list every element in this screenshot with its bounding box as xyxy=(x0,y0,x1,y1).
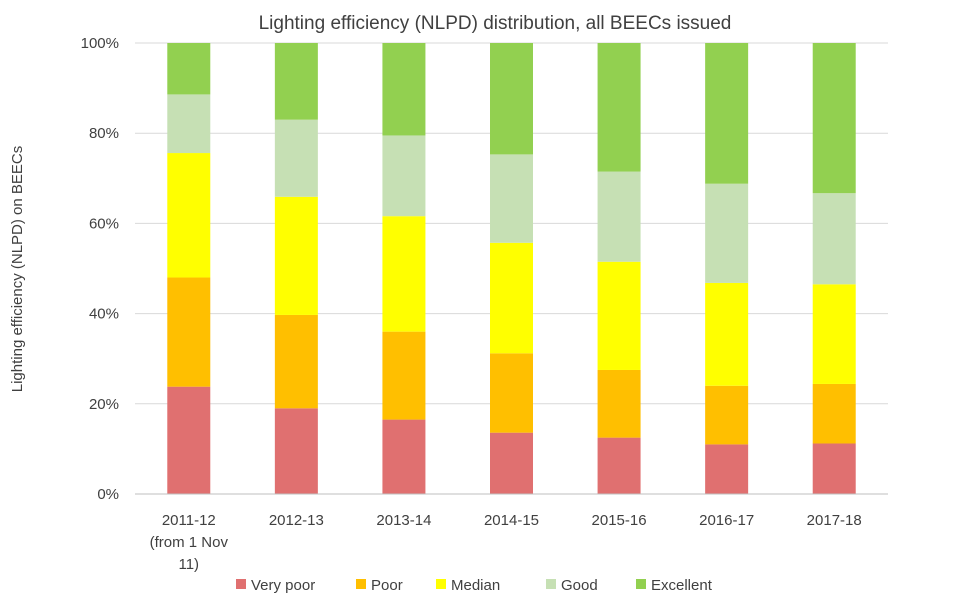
bar-segment-good xyxy=(705,183,749,283)
bar-segment-excellent xyxy=(274,43,318,120)
bar-segment-poor xyxy=(382,331,426,420)
bar-segment-median xyxy=(490,242,533,354)
bar-segment-excellent xyxy=(812,43,856,194)
bar-segment-poor xyxy=(597,369,641,438)
legend-item: Very poor xyxy=(236,577,315,594)
x-tick-label: 2011-12 xyxy=(162,512,216,529)
legend-label: Good xyxy=(561,577,598,594)
bar-segment-median xyxy=(167,153,211,278)
legend-item: Median xyxy=(436,577,500,594)
bar-segment-median xyxy=(382,216,426,332)
bar-segment-poor xyxy=(274,314,318,409)
legend-swatch xyxy=(356,579,366,589)
x-tick-label: 2017-18 xyxy=(807,512,862,529)
bar-segment-poor xyxy=(812,383,856,444)
bar-segment-good xyxy=(597,171,641,262)
legend-swatch xyxy=(436,579,446,589)
axes: 0% 20% 40% 60% 80% 100% 2011-12 (from 1 Nov 11) 2… xyxy=(81,35,888,573)
bar-segment-median xyxy=(812,284,856,384)
bar-segment-excellent xyxy=(705,43,749,184)
bar-segment-very-poor xyxy=(705,444,749,494)
legend-label: Excellent xyxy=(651,577,713,594)
bar-segment-good xyxy=(274,119,318,197)
bar-segment-excellent xyxy=(167,43,211,95)
x-tick-label: 2014-15 xyxy=(484,512,539,529)
y-tick-label: 0% xyxy=(97,486,119,503)
bar-segment-very-poor xyxy=(167,386,211,494)
legend-swatch xyxy=(636,579,646,589)
bars xyxy=(167,43,856,494)
y-tick-label: 40% xyxy=(89,306,119,323)
chart-title: Lighting efficiency (NLPD) distribution,… xyxy=(259,13,732,34)
legend-label: Poor xyxy=(371,577,403,594)
legend-label: Very poor xyxy=(251,577,315,594)
x-tick-label: 11) xyxy=(178,556,199,573)
legend: Very poor Poor Median Good Excellent xyxy=(236,577,713,594)
legend-item: Poor xyxy=(356,577,403,594)
bar-segment-poor xyxy=(490,353,533,433)
bar-segment-median xyxy=(705,282,749,386)
y-tick-label: 100% xyxy=(81,35,119,52)
legend-label: Median xyxy=(451,577,500,594)
x-tick-label: 2012-13 xyxy=(269,512,324,529)
bar-segment-good xyxy=(490,154,533,243)
x-tick-label: 2013-14 xyxy=(376,512,431,529)
y-axis-label: Lighting efficiency (NLPD) on BEECs xyxy=(9,146,26,393)
legend-item: Excellent xyxy=(636,577,713,594)
x-tick-label: 2016-17 xyxy=(699,512,754,529)
bar-segment-very-poor xyxy=(490,432,533,494)
bar-segment-median xyxy=(274,196,318,315)
bar-segment-very-poor xyxy=(382,419,426,494)
y-tick-label: 60% xyxy=(89,215,119,232)
bar-segment-excellent xyxy=(490,43,533,155)
legend-swatch xyxy=(236,579,246,589)
bar-segment-very-poor xyxy=(597,437,641,494)
legend-swatch xyxy=(546,579,556,589)
bar-segment-good xyxy=(382,135,426,217)
y-tick-label: 20% xyxy=(89,396,119,413)
bar-segment-excellent xyxy=(382,43,426,136)
bar-segment-excellent xyxy=(597,43,641,172)
bar-segment-poor xyxy=(167,277,211,387)
y-tick-label: 80% xyxy=(89,125,119,142)
bar-segment-median xyxy=(597,261,641,370)
bar-segment-good xyxy=(167,94,211,154)
x-tick-label: (from 1 Nov xyxy=(150,534,229,551)
bar-segment-very-poor xyxy=(274,408,318,494)
bar-segment-very-poor xyxy=(812,443,856,494)
bar-segment-good xyxy=(812,193,856,285)
x-tick-label: 2015-16 xyxy=(592,512,647,529)
bar-segment-poor xyxy=(705,385,749,445)
legend-item: Good xyxy=(546,577,598,594)
